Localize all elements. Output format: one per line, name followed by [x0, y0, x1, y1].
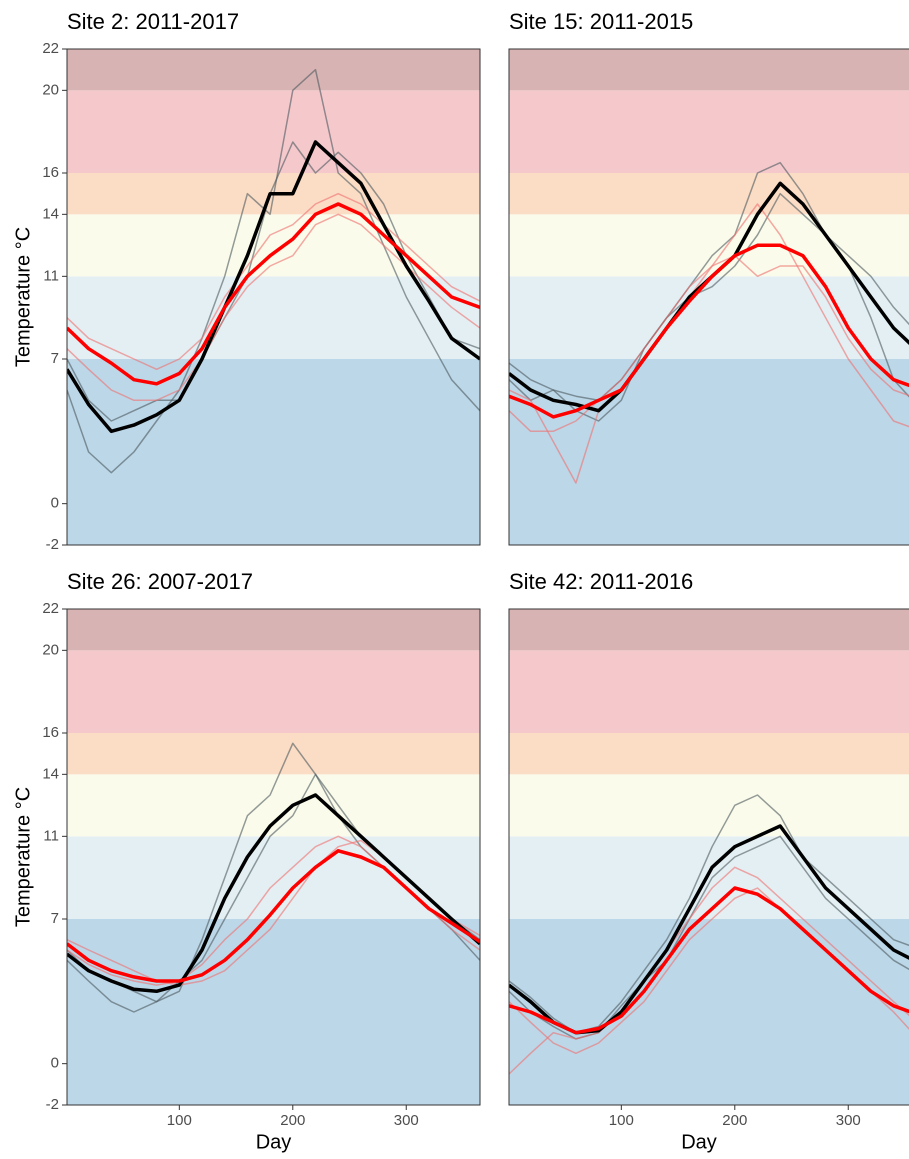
x-tick-label: 300: [836, 1112, 861, 1129]
temperature-band: [509, 359, 909, 545]
temperature-band: [509, 173, 909, 215]
panel-title: Site 2: 2011-2017: [67, 9, 239, 34]
temperature-band: [67, 919, 480, 1105]
y-tick-label: 20: [42, 641, 59, 658]
series-line: [67, 849, 480, 983]
panel-title: Site 15: 2011-2015: [509, 9, 693, 34]
temperature-band: [67, 609, 480, 651]
x-tick-label: 200: [280, 1112, 305, 1129]
panel: Site 2: 2011-2017 -2 0 7 11 14 16 20 22 Temperatu…: [12, 9, 481, 553]
temperature-band: [67, 733, 480, 775]
y-tick-label: 22: [42, 40, 59, 57]
y-tick-label: 0: [51, 1055, 59, 1072]
panel: Site 26: 2007-2017 -2 0 7 11 14 16 20 22 100 200 30…: [12, 569, 481, 1153]
temperature-band: [509, 90, 909, 173]
x-tick-label: 200: [722, 1112, 747, 1129]
series-line: [509, 254, 909, 433]
series-line: [67, 793, 480, 994]
panel-title: Site 42: 2011-2016: [509, 569, 693, 594]
x-axis-label: Day: [256, 1131, 292, 1153]
series-line: [509, 192, 909, 402]
panel-title: Site 26: 2007-2017: [67, 569, 253, 594]
temperature-band: [67, 90, 480, 173]
y-tick-label: 16: [42, 724, 59, 741]
plot-area: [67, 609, 480, 1105]
series-line: [67, 192, 480, 371]
temperature-band: [509, 919, 909, 1105]
panel-border: [66, 608, 481, 1106]
temperature-band: [67, 836, 480, 919]
temperature-band: [509, 214, 909, 277]
plot-area: [67, 49, 480, 545]
y-tick-label: 16: [42, 164, 59, 181]
temperature-band: [67, 774, 480, 837]
y-tick-label: 22: [42, 600, 59, 617]
y-tick-label: -2: [46, 1096, 59, 1113]
y-tick-label: 14: [42, 765, 59, 782]
temperature-band: [509, 650, 909, 733]
temperature-band: [67, 49, 480, 91]
panel-border: [508, 608, 909, 1106]
temperature-band: [67, 650, 480, 733]
y-tick-label: 11: [43, 267, 59, 284]
y-tick-label: 20: [42, 81, 59, 98]
y-tick-label: -2: [46, 536, 59, 553]
y-tick-label: 11: [43, 827, 59, 844]
y-tick-label: 7: [51, 350, 59, 367]
x-tick-label: 100: [167, 1112, 192, 1129]
series-line: [509, 866, 909, 1075]
panel-border: [66, 48, 481, 546]
panel: Site 42: 2011-2016 100 200 300 Day: [508, 569, 909, 1153]
plot-area: [509, 49, 909, 545]
series-line: [67, 140, 480, 434]
temperature-band: [67, 276, 480, 359]
y-tick-label: 0: [51, 495, 59, 512]
y-axis-label: Temperature °C: [12, 787, 34, 927]
temperature-band: [509, 609, 909, 651]
y-tick-label: 7: [51, 910, 59, 927]
x-axis-label: Day: [681, 1131, 717, 1153]
panel-border: [508, 48, 909, 546]
series-line: [509, 886, 909, 1035]
temperature-band: [509, 774, 909, 837]
temperature-band: [509, 49, 909, 91]
series-line: [67, 202, 480, 386]
x-tick-label: 300: [394, 1112, 419, 1129]
panel: Site 15: 2011-2015: [508, 9, 909, 546]
plot-area: [509, 609, 909, 1105]
temperature-band: [509, 836, 909, 919]
series-line: [509, 243, 909, 419]
y-tick-label: 14: [42, 205, 59, 222]
series-line: [67, 68, 480, 474]
temperature-band: [509, 733, 909, 775]
x-tick-label: 100: [609, 1112, 634, 1129]
temperature-band: [67, 359, 480, 545]
y-axis-label: Temperature °C: [12, 227, 34, 367]
